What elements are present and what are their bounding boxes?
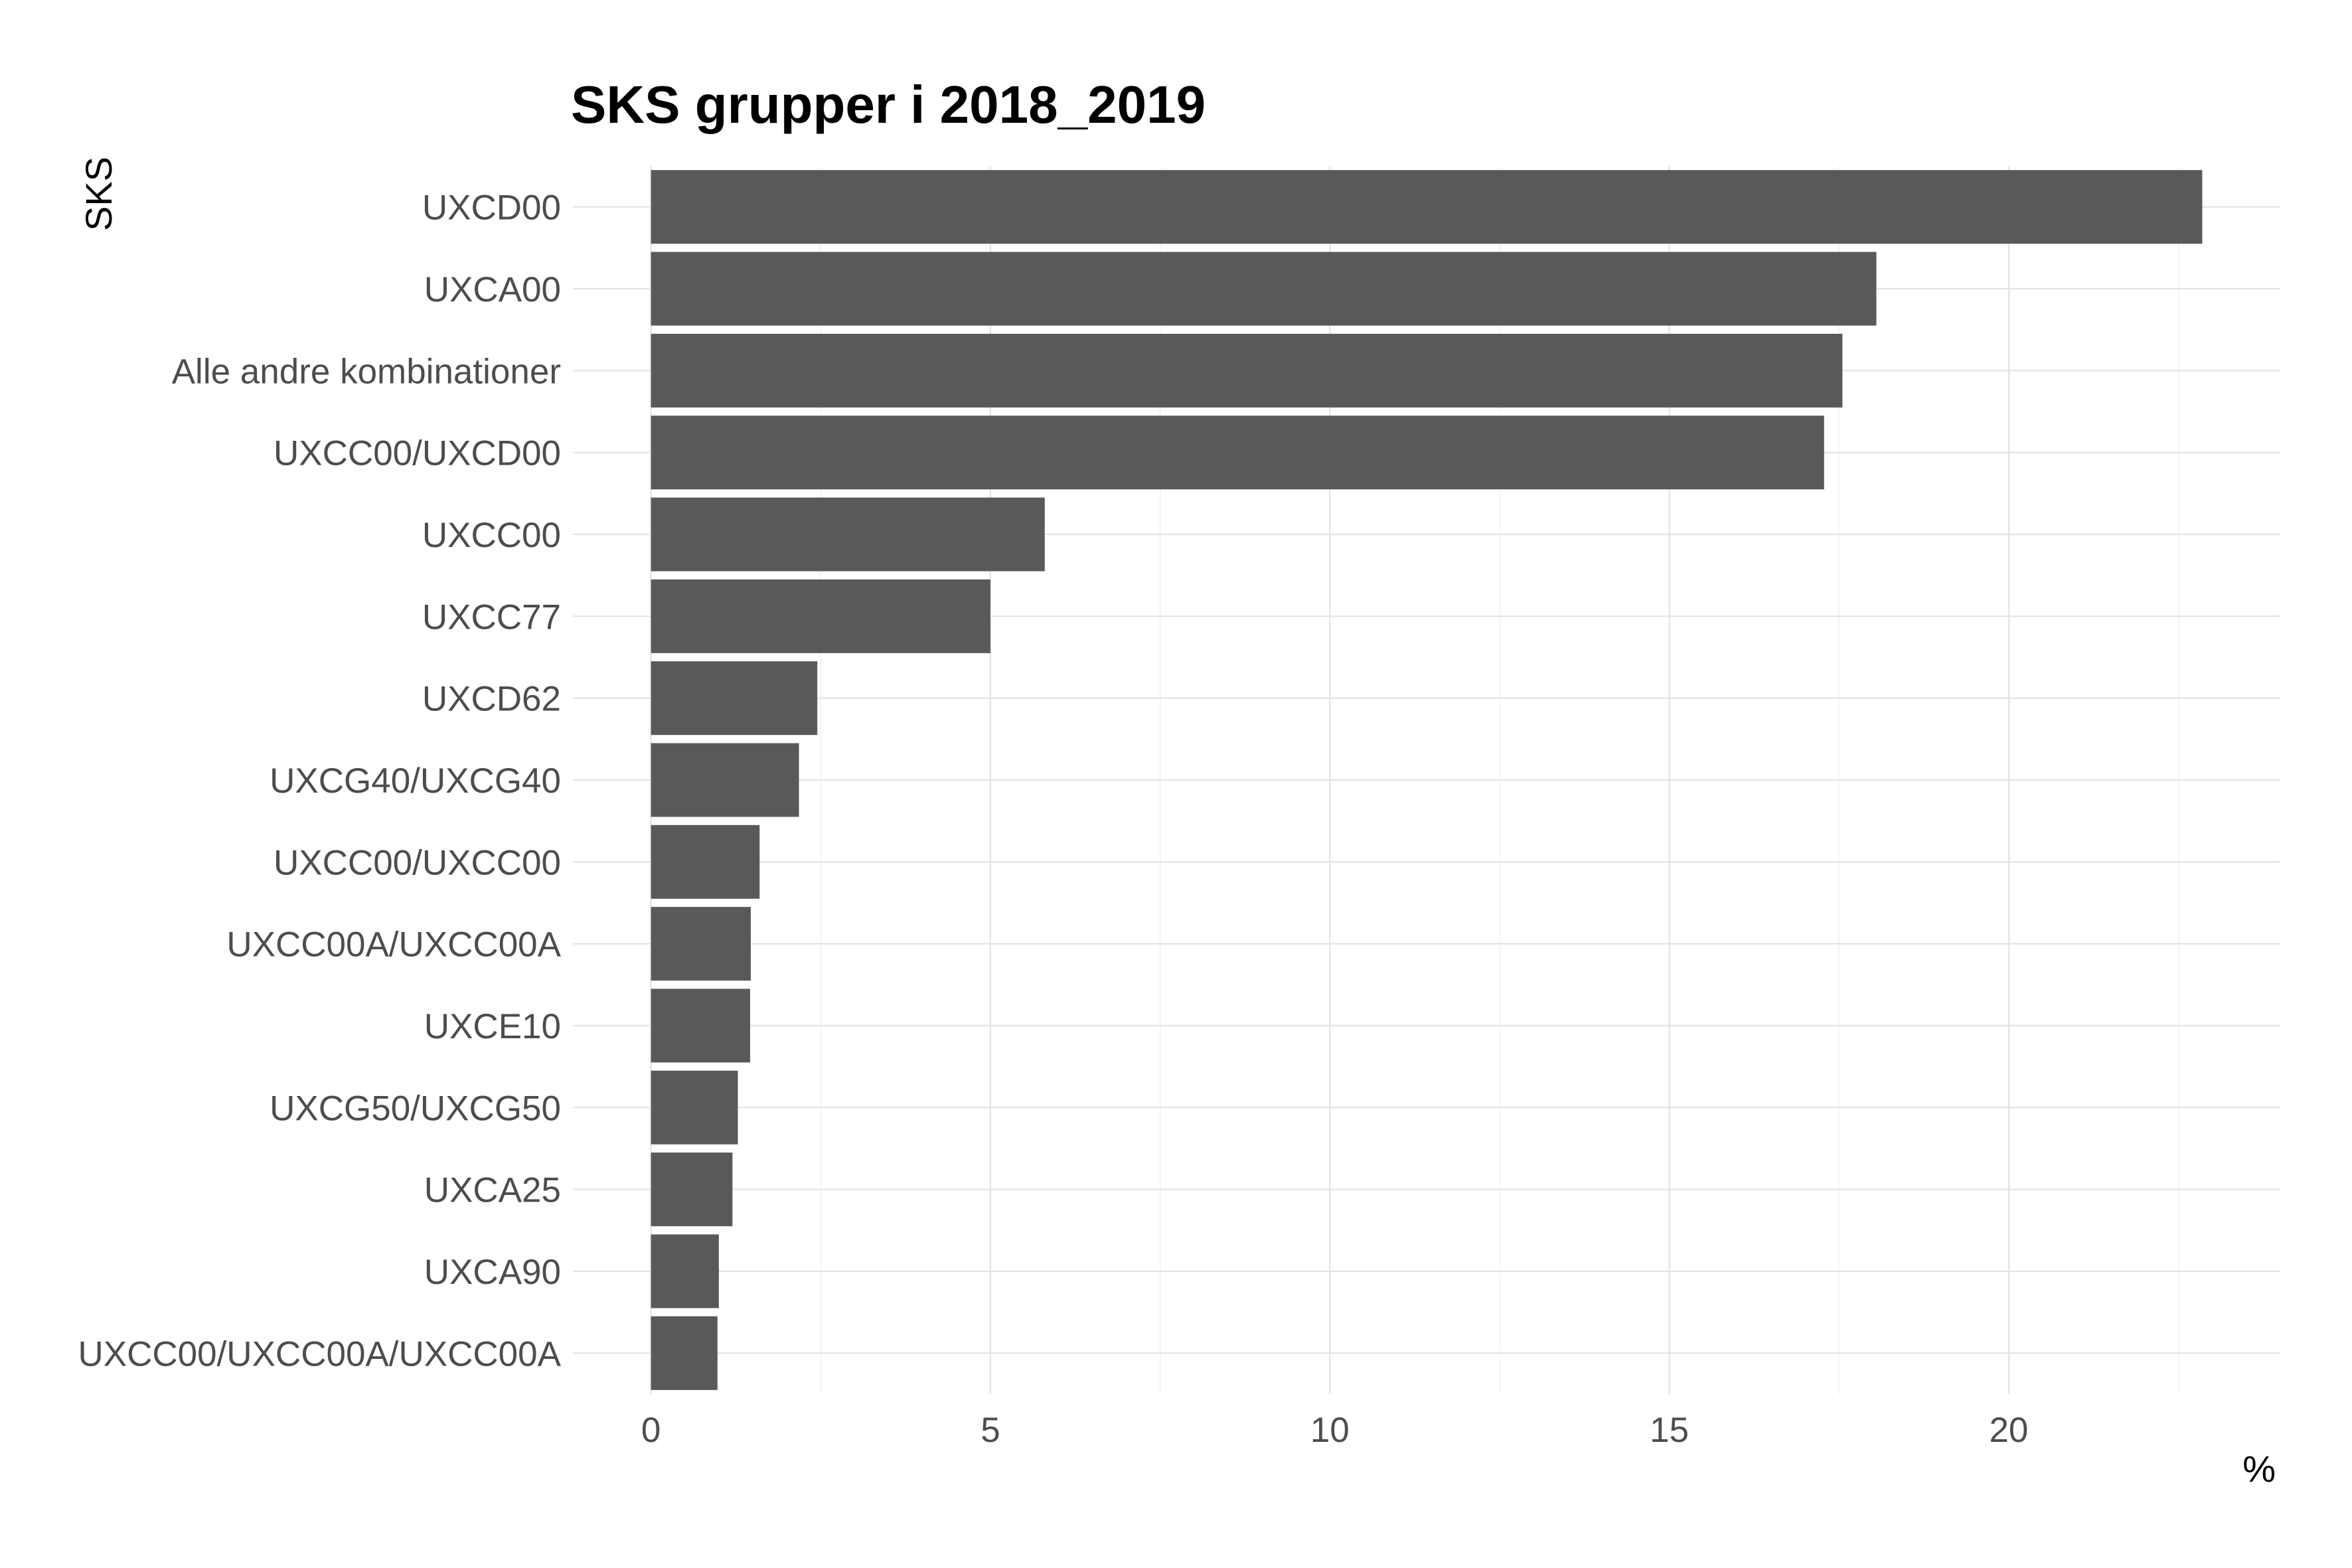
y-axis-title: SKS	[78, 157, 119, 231]
x-tick-label: 20	[1989, 1411, 2028, 1450]
chart-title: SKS grupper i 2018_2019	[571, 75, 1206, 134]
y-tick-label: UXCG50/UXCG50	[270, 1089, 561, 1128]
x-tick-label: 10	[1310, 1411, 1350, 1450]
y-tick-label: UXCA25	[424, 1171, 561, 1210]
x-tick-label: 5	[980, 1411, 1000, 1450]
y-tick-label: UXCA00	[424, 270, 561, 309]
y-tick-label: UXCA90	[424, 1253, 561, 1292]
y-tick-label: UXCG40/UXCG40	[270, 761, 561, 801]
bar	[651, 416, 1824, 490]
bar	[651, 743, 799, 817]
y-tick-label: UXCE10	[424, 1007, 561, 1046]
bar	[651, 988, 750, 1063]
y-tick-label: UXCD00	[422, 189, 561, 228]
x-tick-label-layer: 0 5 10 15 20	[641, 1411, 2029, 1450]
bar	[651, 1316, 718, 1390]
bar	[651, 579, 990, 653]
bar-layer	[651, 170, 2203, 1390]
x-axis-title: %	[2242, 1448, 2276, 1490]
bar	[651, 170, 2203, 244]
bar	[651, 1070, 738, 1144]
bar	[651, 497, 1045, 572]
x-tick-label: 15	[1650, 1411, 1689, 1450]
y-tick-label: UXCC00/UXCC00A/UXCC00A	[78, 1334, 561, 1373]
category-label-layer: UXCD00 UXCA00 Alle andre kombinationer UXCC…	[78, 189, 561, 1374]
x-tick-label: 0	[641, 1411, 661, 1450]
y-tick-label: UXCC00/UXCD00	[274, 434, 561, 473]
bar	[651, 252, 1877, 326]
bar	[651, 907, 751, 981]
y-tick-label: UXCC00A/UXCC00A	[226, 925, 561, 965]
bar	[651, 1152, 733, 1227]
y-tick-label: UXCC00	[422, 516, 561, 555]
bar	[651, 1234, 719, 1308]
bar	[651, 824, 760, 899]
y-tick-label: UXCC00/UXCC00	[274, 843, 561, 882]
y-tick-label: Alle andre kombinationer	[172, 352, 561, 391]
bar	[651, 333, 1843, 408]
y-tick-label: UXCC77	[422, 597, 561, 637]
y-tick-label: UXCD62	[422, 680, 561, 719]
bar	[651, 661, 818, 736]
